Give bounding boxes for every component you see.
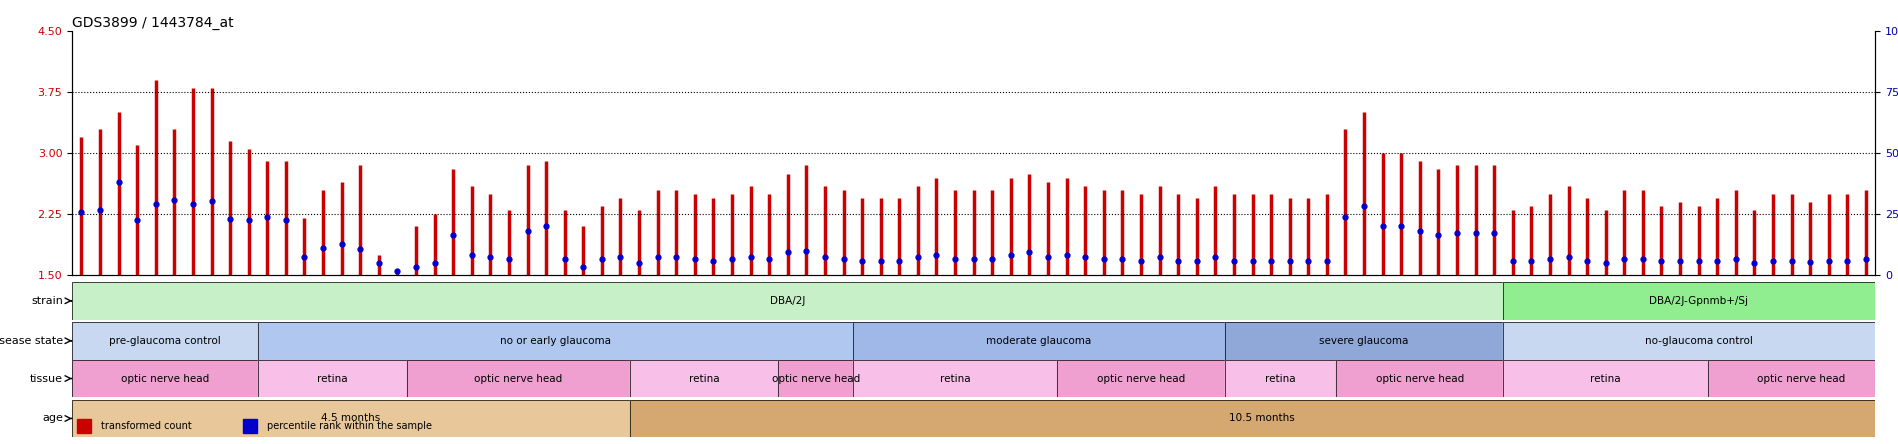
Bar <box>258 322 852 360</box>
Bar <box>258 322 852 360</box>
Bar <box>72 322 258 360</box>
Bar <box>778 360 852 397</box>
Text: transformed count: transformed count <box>101 421 192 431</box>
Bar <box>72 282 1503 320</box>
Bar <box>72 360 258 397</box>
Text: GDS3899 / 1443784_at: GDS3899 / 1443784_at <box>72 16 233 30</box>
Bar <box>72 400 630 437</box>
Bar <box>258 360 406 397</box>
Bar <box>1336 360 1503 397</box>
Bar <box>1708 360 1894 397</box>
Bar <box>1503 322 1894 360</box>
Text: 4.5 months: 4.5 months <box>321 413 381 424</box>
Bar <box>72 400 630 437</box>
Bar <box>1336 360 1503 397</box>
Bar <box>243 419 256 433</box>
Bar <box>630 400 1894 437</box>
Text: retina: retina <box>1591 373 1621 384</box>
Bar <box>1224 322 1503 360</box>
Bar <box>72 360 258 397</box>
Text: 10.5 months: 10.5 months <box>1228 413 1294 424</box>
Bar <box>1503 360 1708 397</box>
Text: DBA/2J: DBA/2J <box>771 296 805 306</box>
Bar <box>258 360 406 397</box>
Bar <box>406 360 630 397</box>
Text: DBA/2J-Gpnmb+/Sj: DBA/2J-Gpnmb+/Sj <box>1649 296 1748 306</box>
Text: disease state: disease state <box>0 336 63 346</box>
Bar <box>852 360 1057 397</box>
Bar <box>1057 360 1224 397</box>
Bar <box>1224 360 1336 397</box>
Text: retina: retina <box>940 373 970 384</box>
Text: optic nerve head: optic nerve head <box>1376 373 1463 384</box>
Text: severe glaucoma: severe glaucoma <box>1319 336 1408 346</box>
Bar <box>630 360 778 397</box>
Bar <box>72 282 1503 320</box>
Text: tissue: tissue <box>30 373 63 384</box>
Bar <box>1503 360 1708 397</box>
Text: retina: retina <box>1266 373 1296 384</box>
Text: retina: retina <box>689 373 719 384</box>
Bar <box>852 322 1224 360</box>
Text: retina: retina <box>317 373 347 384</box>
Bar <box>1708 360 1894 397</box>
Bar <box>852 360 1057 397</box>
Bar <box>630 360 778 397</box>
Bar <box>406 360 630 397</box>
Bar <box>778 360 852 397</box>
Bar <box>1224 360 1336 397</box>
Text: pre-glaucoma control: pre-glaucoma control <box>110 336 220 346</box>
Text: no or early glaucoma: no or early glaucoma <box>499 336 611 346</box>
Text: percentile rank within the sample: percentile rank within the sample <box>266 421 431 431</box>
Bar <box>1503 282 1894 320</box>
Text: strain: strain <box>30 296 63 306</box>
Text: optic nerve head: optic nerve head <box>121 373 209 384</box>
Bar <box>1503 282 1894 320</box>
Bar <box>1503 322 1894 360</box>
Bar <box>1057 360 1224 397</box>
Text: moderate glaucoma: moderate glaucoma <box>987 336 1091 346</box>
Text: age: age <box>42 413 63 424</box>
Bar <box>852 322 1224 360</box>
Text: optic nerve head: optic nerve head <box>474 373 562 384</box>
Text: optic nerve head: optic nerve head <box>772 373 860 384</box>
Text: optic nerve head: optic nerve head <box>1758 373 1845 384</box>
Bar <box>1224 322 1503 360</box>
Text: no-glaucoma control: no-glaucoma control <box>1646 336 1752 346</box>
Bar <box>72 322 258 360</box>
Bar <box>630 400 1894 437</box>
Text: optic nerve head: optic nerve head <box>1097 373 1184 384</box>
Bar <box>76 419 91 433</box>
